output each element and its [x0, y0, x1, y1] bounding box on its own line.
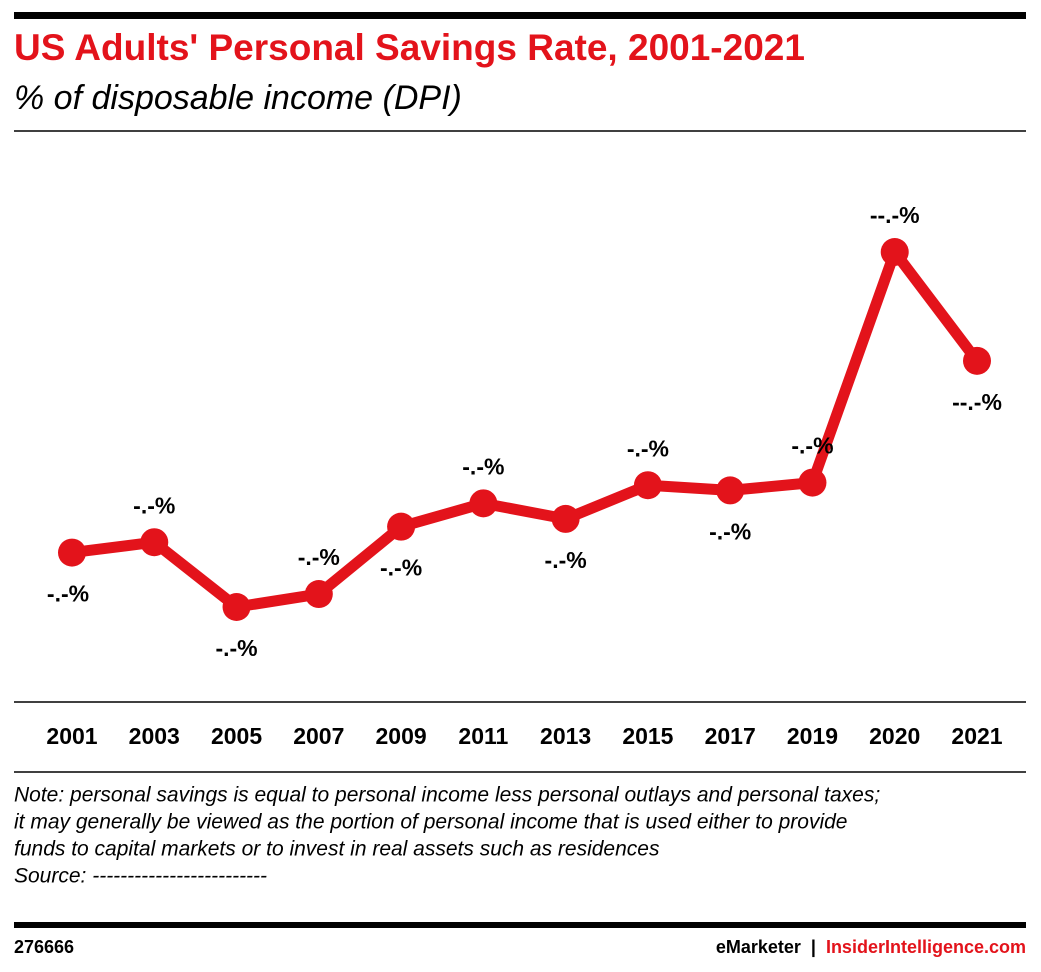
data-label: -.-%	[47, 581, 89, 607]
point	[716, 476, 745, 505]
point	[304, 580, 333, 609]
data-label: -.-%	[215, 635, 257, 661]
data-label: -.-%	[133, 492, 175, 518]
point	[798, 468, 827, 497]
data-label: -.-%	[709, 518, 751, 544]
point	[387, 512, 416, 541]
x-tick-label: 2007	[293, 723, 344, 749]
x-tick-label: 2017	[705, 723, 756, 749]
data-label: -.-%	[791, 433, 833, 459]
footer-rule	[14, 922, 1026, 928]
note: it may generally be viewed as the portio…	[14, 811, 847, 834]
brand: eMarketer	[716, 937, 801, 957]
data-label: -.-%	[545, 547, 587, 573]
x-tick-label: 2011	[458, 723, 508, 749]
line	[71, 246, 982, 613]
chart-subtitle: % of disposable income (DPI)	[14, 79, 462, 117]
footer-brand: eMarketer | InsiderIntelligence.com	[716, 937, 1026, 957]
point	[880, 238, 909, 266]
data-label: -.-%	[380, 555, 422, 581]
x-tick-label: 2020	[869, 723, 920, 749]
data-label: --.-%	[870, 202, 920, 228]
x-tick-label: 2021	[951, 723, 1002, 749]
chart-id: 276666	[14, 937, 74, 957]
x-tick-label: 2005	[211, 723, 262, 749]
x-tick-label: 2009	[376, 723, 427, 749]
x-tick-label: 2015	[622, 723, 673, 749]
note: funds to capital markets or to invest in…	[14, 838, 660, 861]
top-rule	[14, 12, 1026, 19]
x-tick-label: 2013	[540, 723, 591, 749]
site: InsiderIntelligence.com	[826, 937, 1026, 957]
point	[633, 471, 662, 500]
point	[58, 538, 86, 567]
point	[551, 504, 580, 533]
point	[469, 489, 498, 518]
x-tick-label: 2019	[787, 723, 838, 749]
note: Note: personal savings is equal to perso…	[14, 784, 880, 807]
point	[963, 346, 991, 375]
data-label: -.-%	[462, 453, 504, 479]
x-tick-label: 2001	[46, 723, 97, 749]
separator: |	[811, 937, 816, 957]
point	[222, 593, 251, 621]
x-tick-label: 2003	[129, 723, 180, 749]
source: Source: -------------------------	[14, 865, 267, 888]
chart-title: US Adults' Personal Savings Rate, 2001-2…	[14, 27, 805, 68]
data-label: -.-%	[298, 544, 340, 570]
data-label: --.-%	[952, 389, 1002, 415]
data-label: -.-%	[627, 435, 669, 461]
point	[140, 528, 169, 557]
